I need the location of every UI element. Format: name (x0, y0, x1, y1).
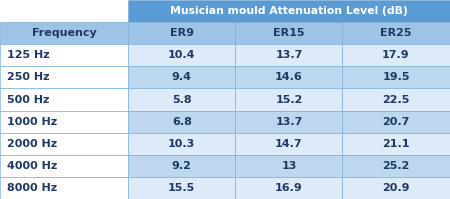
Bar (342, 111, 450, 133)
Text: 125 Hz: 125 Hz (7, 50, 50, 60)
Bar (235, 155, 342, 177)
Text: 21.1: 21.1 (382, 139, 410, 149)
Bar (342, 88, 450, 111)
Bar (128, 66, 235, 88)
Text: 20.7: 20.7 (382, 117, 410, 127)
Text: 15.5: 15.5 (168, 183, 195, 193)
Bar (342, 133, 450, 155)
Text: 14.6: 14.6 (275, 72, 303, 82)
Bar (342, 66, 450, 88)
Bar (0, 133, 128, 155)
Text: 17.9: 17.9 (382, 50, 410, 60)
Bar (235, 66, 342, 88)
Bar (235, 22, 342, 44)
Text: 2000 Hz: 2000 Hz (7, 139, 57, 149)
Text: 6.8: 6.8 (172, 117, 192, 127)
Text: 10.4: 10.4 (168, 50, 196, 60)
Bar (128, 155, 235, 177)
Bar (0, 177, 128, 199)
Bar (0, 22, 128, 44)
Text: ER15: ER15 (273, 28, 305, 38)
Text: 14.7: 14.7 (275, 139, 303, 149)
Text: 20.9: 20.9 (382, 183, 410, 193)
Bar (235, 177, 342, 199)
Text: 1000 Hz: 1000 Hz (7, 117, 57, 127)
Bar (0, 88, 128, 111)
Text: ER9: ER9 (170, 28, 194, 38)
Text: 4000 Hz: 4000 Hz (7, 161, 57, 171)
Bar (235, 88, 342, 111)
Bar (0, 44, 128, 66)
Text: 22.5: 22.5 (382, 95, 410, 104)
Text: 8000 Hz: 8000 Hz (7, 183, 57, 193)
Bar (128, 44, 235, 66)
Bar (235, 44, 342, 66)
Text: 13: 13 (281, 161, 297, 171)
Text: 19.5: 19.5 (382, 72, 410, 82)
Bar (128, 111, 235, 133)
Bar (235, 111, 342, 133)
Bar (0, 66, 128, 88)
Bar (342, 44, 450, 66)
Text: 250 Hz: 250 Hz (7, 72, 49, 82)
Text: 500 Hz: 500 Hz (7, 95, 49, 104)
Bar (342, 155, 450, 177)
Bar (128, 133, 235, 155)
Text: 10.3: 10.3 (168, 139, 195, 149)
Text: Musician mould Attenuation Level (dB): Musician mould Attenuation Level (dB) (170, 6, 408, 16)
Text: 13.7: 13.7 (275, 50, 302, 60)
Bar (128, 88, 235, 111)
Bar (0, 111, 128, 133)
Text: 13.7: 13.7 (275, 117, 302, 127)
Bar (342, 22, 450, 44)
Bar (235, 133, 342, 155)
Bar (342, 177, 450, 199)
Text: 9.2: 9.2 (172, 161, 192, 171)
Text: ER25: ER25 (380, 28, 412, 38)
Bar (128, 177, 235, 199)
Bar (0, 155, 128, 177)
Text: 9.4: 9.4 (172, 72, 192, 82)
Bar (128, 0, 450, 22)
Text: 15.2: 15.2 (275, 95, 302, 104)
Bar (0, 0, 128, 22)
Text: Frequency: Frequency (32, 28, 96, 38)
Text: 16.9: 16.9 (275, 183, 303, 193)
Text: 5.8: 5.8 (172, 95, 192, 104)
Text: 25.2: 25.2 (382, 161, 410, 171)
Bar (128, 22, 235, 44)
